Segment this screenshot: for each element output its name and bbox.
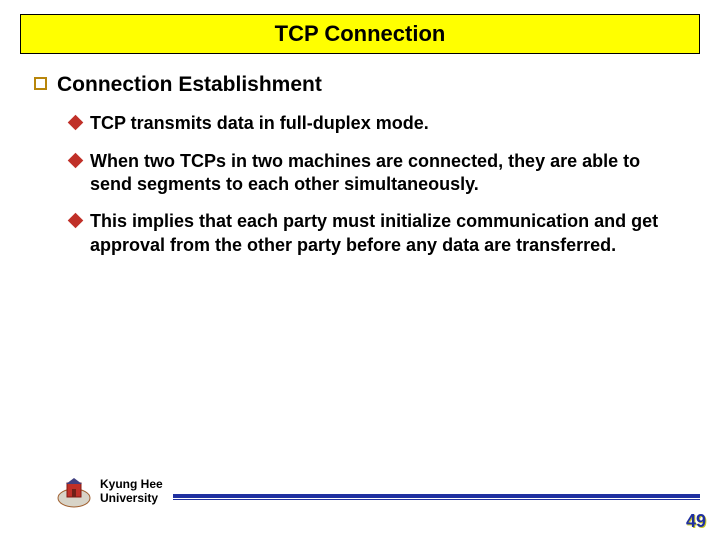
section-heading: Connection Establishment (57, 72, 322, 98)
university-logo-icon (54, 475, 94, 509)
page-number: 49 (686, 511, 706, 532)
diamond-bullet-icon (68, 115, 84, 131)
diamond-bullet-icon (68, 152, 84, 168)
university-name: Kyung Hee University (100, 478, 163, 506)
bullet-text: TCP transmits data in full-duplex mode. (90, 112, 429, 135)
diamond-bullet-icon (68, 213, 84, 229)
slide-footer: Kyung Hee University (54, 468, 700, 516)
bullet-item: When two TCPs in two machines are connec… (70, 150, 686, 197)
title-bar: TCP Connection (20, 14, 700, 54)
bullet-item: TCP transmits data in full-duplex mode. (70, 112, 686, 135)
square-bullet-icon (34, 77, 47, 90)
slide-title: TCP Connection (275, 21, 446, 47)
bullet-text: This implies that each party must initia… (90, 210, 686, 257)
bullet-item: This implies that each party must initia… (70, 210, 686, 257)
university-name-line2: University (100, 492, 163, 506)
bullet-text: When two TCPs in two machines are connec… (90, 150, 686, 197)
university-name-line1: Kyung Hee (100, 478, 163, 492)
heading-row: Connection Establishment (34, 72, 686, 98)
footer-rule (173, 494, 700, 500)
slide-body: Connection Establishment TCP transmits d… (34, 72, 686, 271)
footer-thick-line (173, 494, 700, 498)
footer-thin-line (173, 499, 700, 500)
